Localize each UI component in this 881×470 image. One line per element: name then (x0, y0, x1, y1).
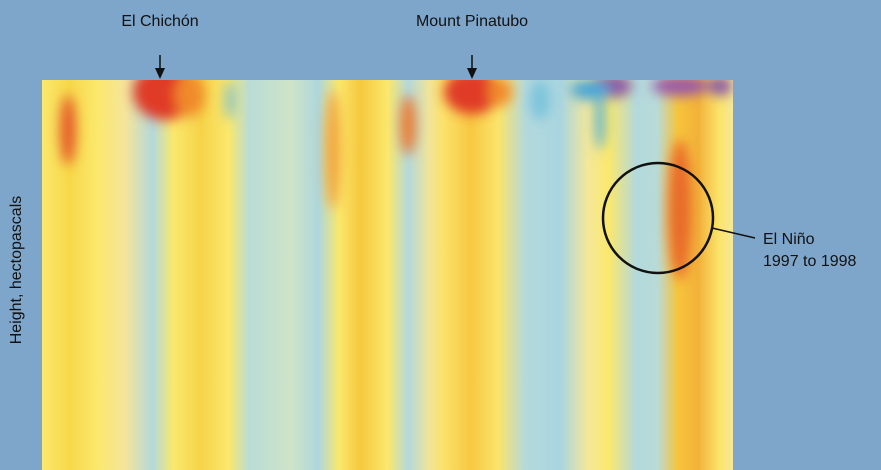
heatmap-features (60, 80, 732, 280)
heatmap (42, 80, 733, 470)
heatmap-field (42, 80, 733, 470)
highlight-circle (601, 161, 715, 275)
y-axis-label: Height, hectopascals (8, 196, 25, 345)
leader-line (711, 227, 756, 239)
annotation: El Niño (763, 231, 815, 248)
annotation: Mount Pinatubo (416, 13, 528, 30)
annotation: 1997 to 1998 (763, 253, 857, 270)
annotation: El Chichón (121, 13, 198, 30)
arrowhead (467, 68, 477, 79)
arrowhead (155, 68, 165, 79)
